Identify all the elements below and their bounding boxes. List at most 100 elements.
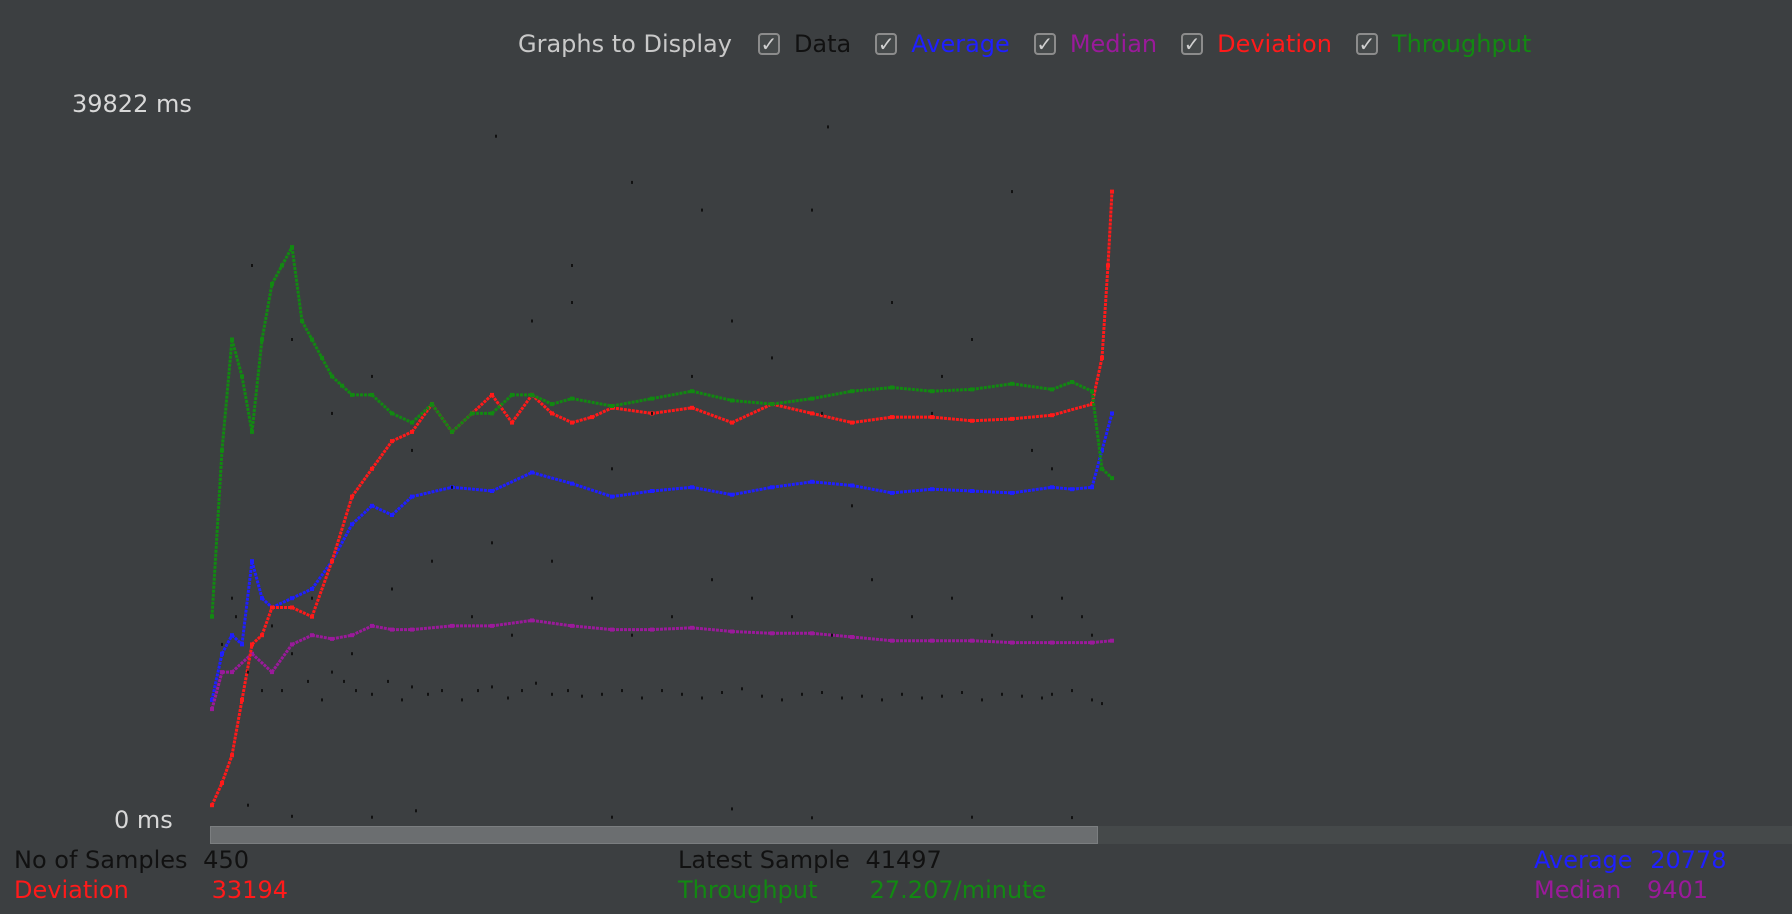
segment-average <box>220 634 234 655</box>
point-data <box>535 681 537 685</box>
point-data <box>921 696 923 700</box>
point-data <box>611 815 613 819</box>
point-data <box>951 596 953 600</box>
point-data <box>701 208 703 212</box>
segment-throughput <box>551 397 573 406</box>
segment-deviation <box>551 412 573 424</box>
series-average <box>210 411 1114 702</box>
point-data <box>371 692 373 696</box>
segment-throughput <box>490 393 514 415</box>
check-icon[interactable]: ✓ <box>1181 33 1204 55</box>
point-data <box>247 670 249 674</box>
check-icon[interactable]: ✓ <box>1033 33 1056 55</box>
point-median <box>1110 638 1114 643</box>
point-data <box>701 696 703 700</box>
segment-average <box>611 489 653 499</box>
stat-latest-sample: Latest Sample 41497 <box>678 846 942 874</box>
segment-deviation <box>370 440 394 470</box>
stat-throughput: Throughput 27.207/minute <box>678 876 1046 904</box>
check-icon[interactable]: ✓ <box>757 33 780 55</box>
segment-throughput <box>1071 380 1093 393</box>
check-icon[interactable]: ✓ <box>875 33 898 55</box>
point-data <box>411 685 413 689</box>
toggle-data[interactable]: ✓ Data <box>757 29 851 59</box>
point-deviation <box>1110 189 1114 194</box>
segment-median <box>270 643 294 673</box>
toggle-median[interactable]: ✓ Median <box>1033 29 1157 59</box>
scrollbar-thumb[interactable] <box>210 826 1098 844</box>
segment-average <box>271 596 293 609</box>
segment-deviation <box>771 402 813 415</box>
segment-average <box>771 480 813 489</box>
point-data <box>461 698 463 702</box>
segment-average <box>230 634 244 646</box>
segment-average <box>851 484 893 495</box>
toggle-throughput[interactable]: ✓ Throughput <box>1355 29 1532 59</box>
point-data <box>1051 467 1053 471</box>
point-data <box>387 679 389 683</box>
point-data <box>1061 596 1063 600</box>
point-data <box>721 691 723 694</box>
segment-deviation <box>811 411 853 425</box>
legend-label-throughput: Throughput <box>1391 30 1532 58</box>
segment-throughput <box>771 397 813 406</box>
segment-throughput <box>1051 380 1073 391</box>
segment-average <box>310 560 334 590</box>
graphs-to-display-title: Graphs to Display <box>518 30 732 58</box>
point-data <box>621 689 623 693</box>
point-throughput <box>1110 476 1114 481</box>
point-data <box>451 485 453 489</box>
segment-throughput <box>240 376 254 433</box>
segment-throughput <box>260 283 274 340</box>
segment-median <box>331 633 353 641</box>
point-data <box>771 356 773 360</box>
segment-throughput <box>571 397 613 408</box>
median-value: 9401 <box>1646 876 1709 904</box>
point-data <box>521 689 523 693</box>
series-throughput <box>210 245 1114 619</box>
segment-throughput <box>340 384 354 397</box>
point-data <box>861 694 863 698</box>
check-icon[interactable]: ✓ <box>1355 33 1378 55</box>
segment-median <box>651 626 693 632</box>
point-data <box>571 264 573 267</box>
point-data <box>271 624 273 628</box>
point-data <box>235 615 237 619</box>
point-data <box>371 815 373 819</box>
point-data <box>415 809 417 813</box>
horizontal-scrollbar[interactable] <box>210 826 1792 844</box>
point-data <box>507 696 509 700</box>
toggle-deviation[interactable]: ✓ Deviation <box>1181 29 1332 59</box>
segment-median <box>691 626 733 633</box>
stat-deviation: Deviation 33194 <box>14 876 288 904</box>
point-data <box>231 596 233 600</box>
point-data <box>1031 615 1033 619</box>
point-data <box>631 180 633 184</box>
point-data <box>651 411 653 415</box>
segment-throughput <box>230 339 244 377</box>
average-value: 20778 <box>1650 846 1727 874</box>
point-data <box>411 448 413 452</box>
segment-throughput <box>450 412 474 434</box>
toggle-average[interactable]: ✓ Average <box>875 29 1010 59</box>
segment-throughput <box>310 338 324 359</box>
median-label: Median <box>1534 876 1622 904</box>
segment-deviation <box>1051 402 1093 417</box>
segment-average <box>451 485 493 493</box>
point-data <box>511 633 513 637</box>
segment-deviation <box>210 782 224 806</box>
segment-average <box>411 485 453 499</box>
point-data <box>791 615 793 619</box>
point-data <box>531 319 533 323</box>
point-data <box>1091 698 1093 702</box>
segment-deviation <box>931 415 973 423</box>
segment-throughput <box>811 389 853 401</box>
point-data <box>761 694 763 698</box>
segment-average <box>250 560 264 599</box>
point-data <box>881 698 883 702</box>
segment-deviation <box>851 415 893 425</box>
point-data <box>751 596 753 600</box>
point-data <box>611 467 613 471</box>
segment-median <box>250 652 274 674</box>
segment-throughput <box>220 339 234 451</box>
